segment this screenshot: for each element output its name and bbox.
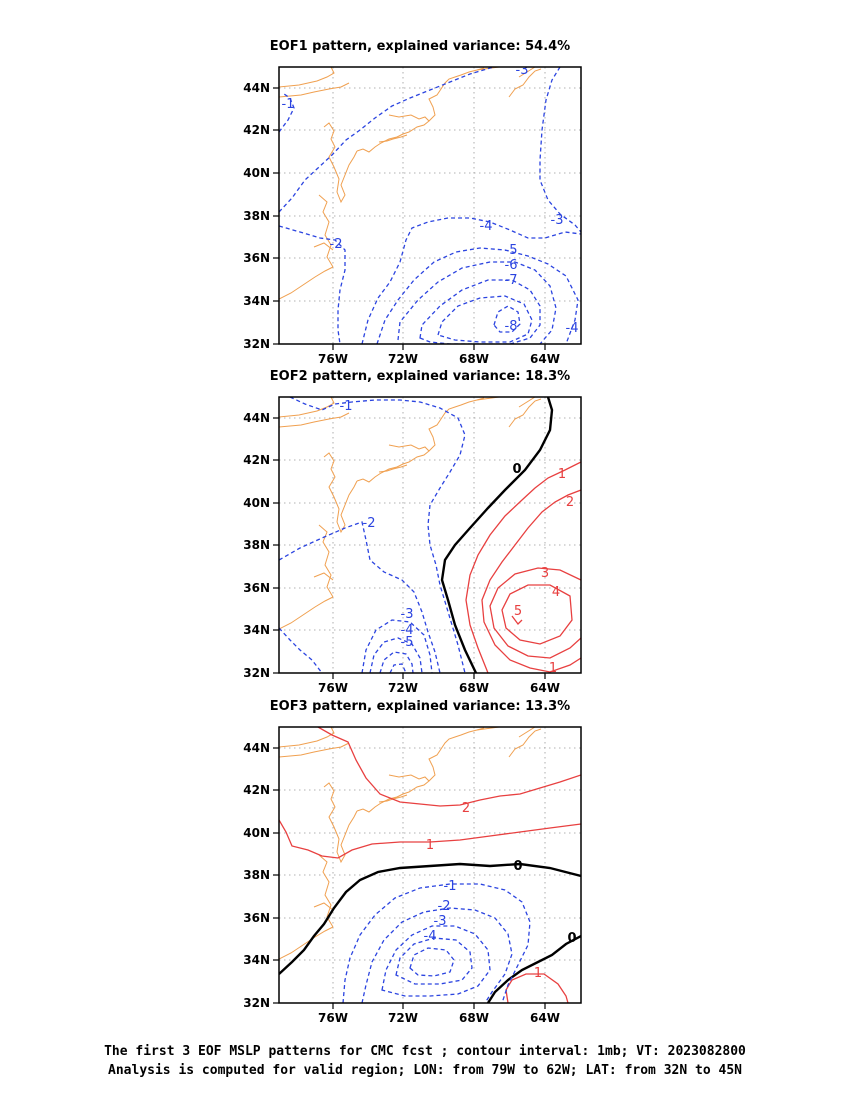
panel2-label: -4 bbox=[401, 623, 414, 638]
panel3-contours-negative bbox=[342, 883, 531, 1003]
y-tick-label: 38N bbox=[243, 209, 270, 223]
panel3-map: 2 1 0 0 -1 -2 -3 -4 1 76W 72W 68W 64W bbox=[243, 726, 582, 1025]
panel1-label: -1 bbox=[282, 97, 295, 112]
panel1-label: -4 bbox=[566, 321, 579, 336]
panel3-xticks: 76W 72W 68W 64W bbox=[318, 1011, 560, 1025]
panel2-label: 2 bbox=[566, 495, 574, 510]
panel2-label: 4 bbox=[552, 585, 560, 600]
panel1-label: -5 bbox=[505, 243, 518, 258]
panel2-label: -3 bbox=[401, 607, 414, 622]
panel2-label: 1 bbox=[549, 661, 557, 676]
y-tick-label: 38N bbox=[243, 868, 270, 882]
y-tick-label: 40N bbox=[243, 166, 270, 180]
y-tick-label: 42N bbox=[243, 783, 270, 797]
panel2-contour-labels: -1 -2 -3 -4 -5 0 1 2 3 4 5 1 bbox=[340, 399, 575, 676]
panel2-map: -1 -2 -3 -4 -5 0 1 2 3 4 5 1 76W bbox=[243, 396, 582, 695]
y-tick-label: 32N bbox=[243, 666, 270, 680]
y-tick-label: 34N bbox=[243, 953, 270, 967]
x-tick-label: 76W bbox=[318, 1011, 348, 1025]
panel1-label: -3 bbox=[516, 63, 529, 78]
panel2-contours-positive bbox=[465, 461, 581, 673]
panel3-title: EOF3 pattern, explained variance: 13.3% bbox=[270, 699, 570, 714]
panel2-label: 0 bbox=[512, 462, 521, 477]
y-tick-label: 40N bbox=[243, 496, 270, 510]
y-tick-label: 36N bbox=[243, 581, 270, 595]
panel2-label: -5 bbox=[401, 635, 414, 650]
panel3-label: -4 bbox=[424, 929, 437, 944]
panel3-frame bbox=[278, 726, 582, 1004]
panel1-title: EOF1 pattern, explained variance: 54.4% bbox=[270, 39, 570, 54]
panel3-contour-labels: 2 1 0 0 -1 -2 -3 -4 1 bbox=[424, 801, 577, 981]
y-tick-label: 34N bbox=[243, 623, 270, 637]
panel1-grid bbox=[279, 67, 581, 344]
y-tick-label: 36N bbox=[243, 911, 270, 925]
x-tick-label: 64W bbox=[530, 681, 560, 695]
panel1-coastline bbox=[279, 67, 580, 300]
x-tick-label: 72W bbox=[388, 681, 418, 695]
x-tick-label: 72W bbox=[388, 352, 418, 366]
panel2-label: -2 bbox=[363, 516, 376, 531]
panel1-label: -4 bbox=[480, 219, 493, 234]
x-tick-label: 68W bbox=[459, 352, 489, 366]
panel3-label: 1 bbox=[426, 838, 434, 853]
panel1-map: -1 -2 -3 -3 -4 -4 -5 -6 -7 -8 76W 72W bbox=[243, 63, 582, 366]
y-tick-label: 38N bbox=[243, 538, 270, 552]
panel2-label: 3 bbox=[541, 566, 549, 581]
panel2-contour-zero bbox=[440, 397, 554, 673]
panel2-xticks: 76W 72W 68W 64W bbox=[318, 681, 560, 695]
x-tick-label: 64W bbox=[530, 1011, 560, 1025]
panel2-coastline bbox=[279, 397, 580, 630]
panel3-grid bbox=[279, 727, 581, 1003]
panel3-label: 0 bbox=[513, 859, 522, 874]
x-tick-label: 72W bbox=[388, 1011, 418, 1025]
y-tick-label: 42N bbox=[243, 453, 270, 467]
panel1-label: -7 bbox=[505, 273, 518, 288]
x-tick-label: 76W bbox=[318, 681, 348, 695]
x-tick-label: 68W bbox=[459, 1011, 489, 1025]
y-tick-label: 34N bbox=[243, 294, 270, 308]
panel2-label: -1 bbox=[340, 399, 353, 414]
panel3-label: -3 bbox=[434, 914, 447, 929]
y-tick-label: 32N bbox=[243, 996, 270, 1010]
panel3-label: 0 bbox=[567, 931, 576, 946]
panel1-contour-labels: -1 -2 -3 -3 -4 -4 -5 -6 -7 -8 bbox=[282, 63, 579, 336]
x-tick-label: 68W bbox=[459, 681, 489, 695]
y-tick-label: 44N bbox=[243, 411, 270, 425]
caption-line-1: The first 3 EOF MSLP patterns for CMC fc… bbox=[104, 1044, 746, 1059]
panel3-contours-positive bbox=[279, 727, 581, 1003]
y-tick-label: 40N bbox=[243, 826, 270, 840]
panel1-label: -6 bbox=[505, 258, 518, 273]
y-tick-label: 36N bbox=[243, 251, 270, 265]
panel2-yticks: 32N 34N 36N 38N 40N 42N 44N bbox=[243, 411, 270, 680]
panel3-contour-zero bbox=[279, 862, 581, 1003]
y-tick-label: 42N bbox=[243, 123, 270, 137]
panel1-frame bbox=[278, 66, 582, 345]
panel2-contours-negative bbox=[279, 397, 466, 673]
panel3-label: -1 bbox=[444, 879, 457, 894]
y-tick-label: 44N bbox=[243, 81, 270, 95]
panel3-label: 1 bbox=[534, 966, 542, 981]
y-tick-label: 44N bbox=[243, 741, 270, 755]
panel3-yticks: 32N 34N 36N 38N 40N 42N 44N bbox=[243, 741, 270, 1010]
panel1-xticks: 76W 72W 68W 64W bbox=[318, 352, 560, 366]
panel1-yticks: 32N 34N 36N 38N 40N 42N 44N bbox=[243, 81, 270, 351]
panel3-label: 2 bbox=[462, 801, 470, 816]
caption-line-2: Analysis is computed for valid region; L… bbox=[108, 1063, 742, 1078]
panel3-label: -2 bbox=[438, 899, 451, 914]
panel1-label: -2 bbox=[330, 237, 343, 252]
panel1-contours-negative bbox=[279, 67, 581, 344]
figure: EOF1 pattern, explained variance: 54.4% bbox=[243, 39, 582, 1025]
panel2-grid bbox=[279, 397, 581, 673]
panel2-frame bbox=[278, 396, 582, 674]
x-tick-label: 76W bbox=[318, 352, 348, 366]
panel2-label: 1 bbox=[558, 467, 566, 482]
panel1-label: -3 bbox=[551, 213, 564, 228]
y-tick-label: 32N bbox=[243, 337, 270, 351]
x-tick-label: 64W bbox=[530, 352, 560, 366]
panel1-label: -8 bbox=[505, 319, 518, 334]
panel2-title: EOF2 pattern, explained variance: 18.3% bbox=[270, 369, 570, 384]
panel2-label: 5 bbox=[514, 604, 522, 619]
